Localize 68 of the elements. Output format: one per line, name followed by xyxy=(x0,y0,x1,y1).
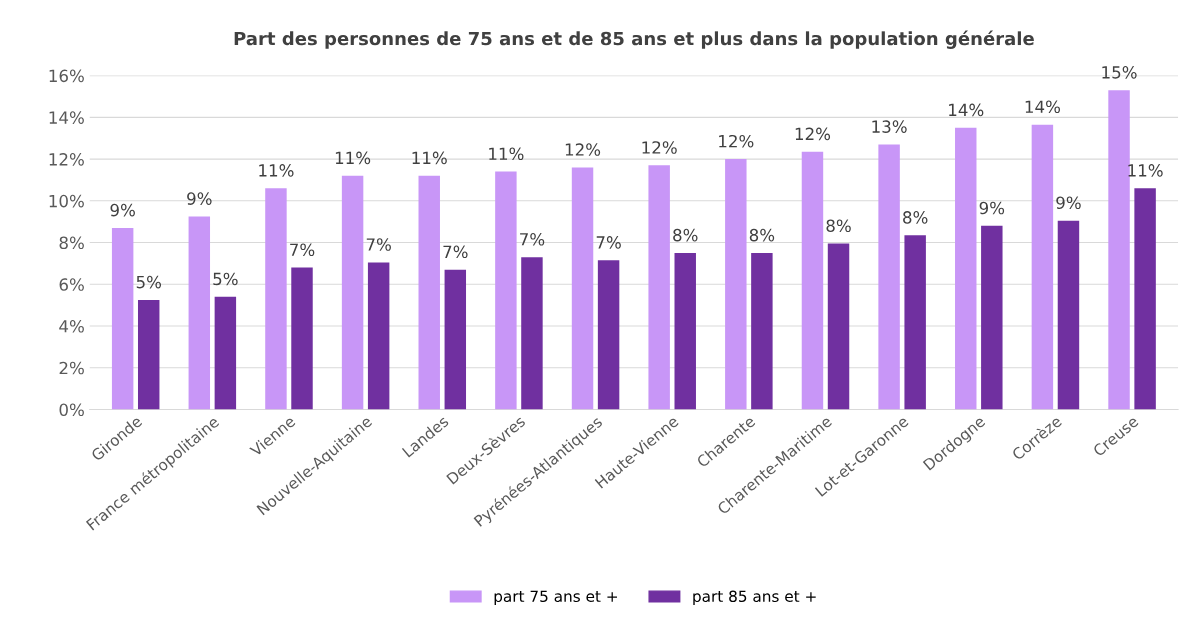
bar xyxy=(725,159,747,410)
bar xyxy=(111,227,134,410)
bar xyxy=(955,127,977,410)
data-label: 9% xyxy=(1056,196,1081,210)
data-label: 5% xyxy=(213,272,238,286)
data-label: 13% xyxy=(872,120,907,133)
y-tick-label: 4% xyxy=(59,319,84,333)
bar xyxy=(597,260,620,410)
bar xyxy=(648,165,670,410)
bar xyxy=(1134,188,1156,410)
data-label: 12% xyxy=(795,127,831,141)
legend-label: part 85 ans et + xyxy=(693,590,816,605)
bar xyxy=(495,171,517,410)
y-tick-label: 0% xyxy=(59,403,84,417)
bar xyxy=(801,151,824,410)
y-tick-label: 16% xyxy=(49,69,84,83)
y-tick-label: 10% xyxy=(49,194,84,208)
bar xyxy=(674,252,696,410)
bar xyxy=(878,144,900,410)
data-label: 7% xyxy=(443,245,468,259)
bar xyxy=(1031,124,1054,410)
data-label: 11% xyxy=(259,164,294,177)
data-label: 11% xyxy=(335,151,371,165)
data-label: 7% xyxy=(290,243,315,257)
y-tick-label: 2% xyxy=(59,361,84,375)
data-label: 11% xyxy=(1128,164,1163,177)
y-tick-label: 8% xyxy=(59,236,84,250)
bar xyxy=(214,296,237,410)
data-label: 14% xyxy=(1025,100,1060,114)
bar xyxy=(188,216,211,410)
data-label: 11% xyxy=(489,147,524,161)
data-label: 9% xyxy=(979,201,1005,215)
bar xyxy=(751,252,773,410)
data-label: 8% xyxy=(749,228,775,242)
data-label: 8% xyxy=(673,228,698,242)
legend-label: part 75 ans et + xyxy=(494,590,617,605)
bar xyxy=(521,257,543,410)
bar xyxy=(341,175,364,410)
bar xyxy=(1108,90,1130,410)
data-label: 15% xyxy=(1102,66,1137,79)
data-label: 7% xyxy=(596,236,621,249)
data-label: 9% xyxy=(187,192,212,205)
bar xyxy=(827,243,850,410)
bar xyxy=(1057,220,1080,410)
bar xyxy=(137,299,160,410)
chart-title: Part des personnes de 75 ans et de 85 ans et plus dans la population générale xyxy=(234,30,1034,49)
data-label: 11% xyxy=(412,151,447,165)
bar xyxy=(291,267,313,410)
data-label: 12% xyxy=(719,134,754,148)
bar xyxy=(418,175,440,410)
data-label: 12% xyxy=(565,143,601,156)
data-label: 7% xyxy=(520,232,545,246)
bar xyxy=(367,262,390,410)
bar xyxy=(444,269,467,410)
bar xyxy=(981,225,1003,410)
bar xyxy=(265,188,287,410)
bar xyxy=(904,235,926,410)
y-tick-label: 6% xyxy=(59,278,84,291)
data-label: 9% xyxy=(110,203,135,217)
data-label: 5% xyxy=(136,275,162,289)
data-label: 14% xyxy=(949,103,984,117)
bar xyxy=(571,167,594,410)
data-label: 12% xyxy=(642,141,677,154)
y-tick-label: 14% xyxy=(49,111,84,124)
y-tick-label: 12% xyxy=(49,153,84,166)
data-label: 8% xyxy=(903,211,928,224)
data-label: 8% xyxy=(826,219,851,233)
data-label: 7% xyxy=(366,238,391,251)
